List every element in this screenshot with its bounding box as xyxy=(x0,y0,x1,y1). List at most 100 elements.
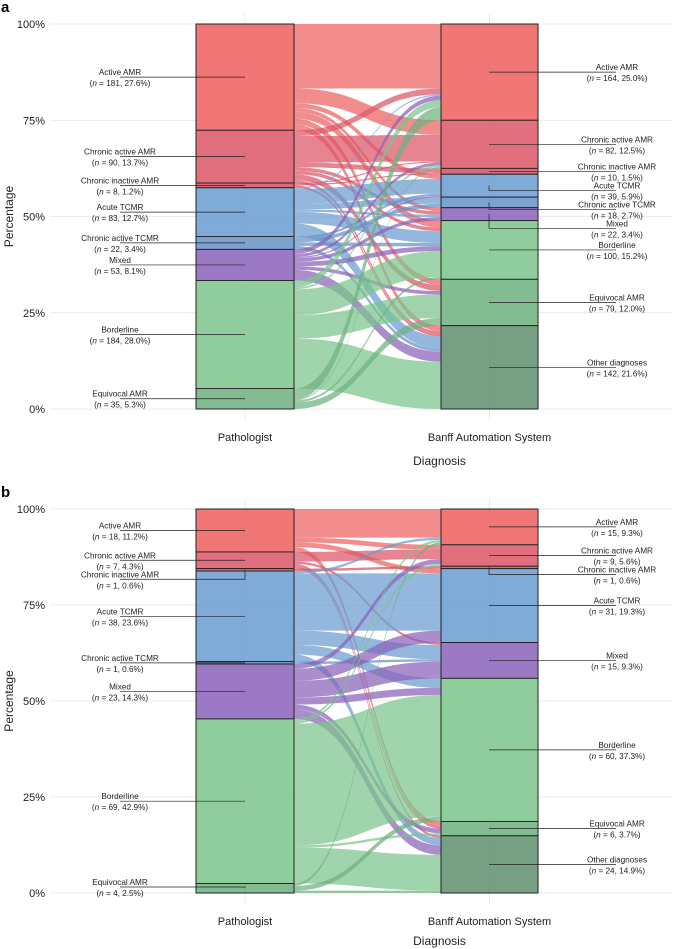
left-label-stats: (n = 4, 2.5%) xyxy=(96,889,143,898)
flow-band xyxy=(294,217,441,262)
flow-band xyxy=(294,318,441,409)
panel-b: b 0% 25% 50% 75% 100% Percentage Pathologist Ban… xyxy=(1,484,672,948)
left-label-stats: (n = 35, 5.3%) xyxy=(94,401,146,410)
flow-band xyxy=(294,165,441,290)
left-label-name: Mixed xyxy=(109,682,131,691)
flow-band xyxy=(294,100,441,288)
flow-band xyxy=(294,563,441,724)
leader-line xyxy=(488,185,616,191)
right-label-stats: (n = 142, 21.6%) xyxy=(587,369,648,378)
flow-band xyxy=(294,107,441,400)
right-label-stats: (n = 22, 3.4%) xyxy=(591,230,643,239)
flows xyxy=(294,24,441,409)
right-label-stats: (n = 39, 5.9%) xyxy=(591,192,643,201)
flow-band xyxy=(294,24,441,89)
right-label-name: Borderline xyxy=(598,741,636,750)
flow-band xyxy=(294,173,441,186)
flow-band xyxy=(294,276,441,403)
left-label-name: Mixed xyxy=(109,256,131,265)
panel-letter: b xyxy=(1,484,10,501)
right-label-stats: (n = 18, 2.7%) xyxy=(591,211,643,220)
left-label-stats: (n = 1, 0.6%) xyxy=(96,665,143,674)
axis-name-right: Banff Automation System xyxy=(428,432,551,444)
right-label-name: Acute TCMR xyxy=(594,181,641,190)
flow-band xyxy=(294,294,441,339)
right-label-name: Acute TCMR xyxy=(594,597,641,606)
leader-line xyxy=(120,886,246,889)
right-label-name: Chronic inactive AMR xyxy=(578,162,656,171)
right-label-name: Other diagnoses xyxy=(587,358,647,367)
right-label-stats: (n = 60, 37.3%) xyxy=(589,752,645,761)
flow-band xyxy=(294,203,441,243)
left-label-name: Acute TCMR xyxy=(97,203,144,212)
flow-band xyxy=(294,94,441,189)
right-label-stats: (n = 100, 15.2%) xyxy=(587,252,648,261)
flow-band xyxy=(294,134,441,163)
flow-band xyxy=(294,185,441,337)
left-label-stats: (n = 1, 0.6%) xyxy=(96,581,143,590)
right-label-stats: (n = 6, 3.7%) xyxy=(593,831,640,840)
flow-band xyxy=(294,659,441,665)
y-tick-label: 100% xyxy=(17,19,45,31)
left-label-stats: (n = 22, 3.4%) xyxy=(94,245,146,254)
y-tick-label: 50% xyxy=(23,696,45,708)
flow-band xyxy=(294,537,441,550)
x-axis-label: Diagnosis xyxy=(413,454,466,468)
y-axis-label: Percentage xyxy=(2,670,16,732)
y-tick-label: 25% xyxy=(23,308,45,320)
right-label-name: Active AMR xyxy=(596,63,638,72)
y-tick-label: 50% xyxy=(23,212,45,224)
left-axis-outline xyxy=(195,23,295,410)
flow-band xyxy=(294,193,441,239)
right-label-name: Other diagnoses xyxy=(587,855,647,864)
right-label-stats: (n = 79, 12.0%) xyxy=(589,304,645,313)
left-node-bar xyxy=(195,883,295,894)
left-label-stats: (n = 90, 13.7%) xyxy=(92,159,148,168)
right-label-name: Chronic active AMR xyxy=(581,547,653,556)
left-label-name: Active AMR xyxy=(99,521,141,530)
flows xyxy=(294,509,441,893)
flow-band xyxy=(294,559,441,669)
left-label-name: Chronic active AMR xyxy=(84,148,156,157)
left-label-stats: (n = 184, 28.0%) xyxy=(90,336,151,345)
flow-band xyxy=(294,540,441,722)
right-label-name: Chronic active AMR xyxy=(581,135,653,144)
left-label-name: Acute TCMR xyxy=(97,607,144,616)
y-tick-label: 75% xyxy=(23,600,45,612)
right-label-stats: (n = 1, 0.6%) xyxy=(593,577,640,586)
left-label-stats: (n = 181, 27.6%) xyxy=(90,79,151,88)
flow-band xyxy=(294,88,441,137)
flow-band xyxy=(294,167,441,401)
leader-line xyxy=(488,567,616,575)
leader-line xyxy=(120,569,246,580)
left-label-stats: (n = 7, 4.3%) xyxy=(96,562,143,571)
right-axis-outline xyxy=(440,508,539,894)
flow-band xyxy=(294,695,441,846)
flow-band xyxy=(294,890,441,893)
flow-band xyxy=(294,251,441,316)
right-label-stats: (n = 164, 25.0%) xyxy=(587,74,648,83)
flow-band xyxy=(294,833,441,848)
left-label-name: Equivocal AMR xyxy=(92,878,148,887)
axis-name-left: Pathologist xyxy=(218,916,272,928)
left-label-name: Chronic active TCMR xyxy=(81,654,159,663)
left-label-stats: (n = 23, 14.3%) xyxy=(92,693,148,702)
flow-band xyxy=(294,566,441,839)
y-tick-label: 75% xyxy=(23,115,45,127)
flow-band xyxy=(294,338,441,409)
right-label-stats: (n = 9, 5.6%) xyxy=(593,558,640,567)
flow-band xyxy=(294,537,441,574)
left-label-name: Chronic inactive AMR xyxy=(81,570,159,579)
flow-band xyxy=(294,209,441,218)
left-label-name: Borderline xyxy=(101,325,139,334)
right-label-stats: (n = 10, 1.5%) xyxy=(591,173,643,182)
right-label-stats: (n = 82, 12.5%) xyxy=(589,146,645,155)
left-label-stats: (n = 69, 42.9%) xyxy=(92,803,148,812)
y-tick-label: 0% xyxy=(29,404,45,416)
y-axis-label: Percentage xyxy=(2,185,16,247)
right-label-name: Chronic inactive AMR xyxy=(578,566,656,575)
left-label-stats: (n = 83, 12.7%) xyxy=(92,214,148,223)
right-label-stats: (n = 31, 19.3%) xyxy=(589,608,645,617)
y-tick-label: 100% xyxy=(17,504,45,516)
left-label-name: Equivocal AMR xyxy=(92,390,148,399)
